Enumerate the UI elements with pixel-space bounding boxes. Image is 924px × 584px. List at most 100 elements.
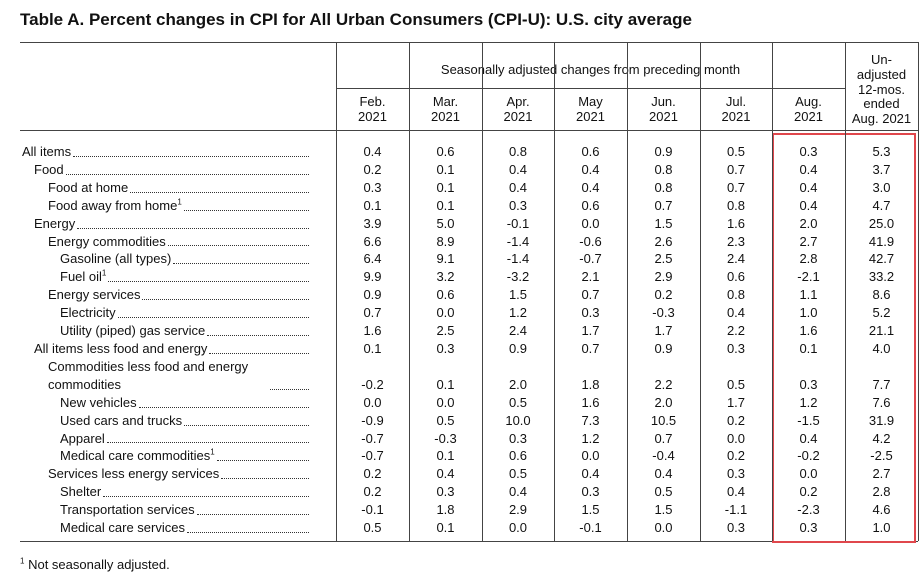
table-row: Energy services 0.9 0.6 1.5 0.7 0.2 0.8 1.1 8.6 xyxy=(0,286,924,304)
label-text: Shelter xyxy=(60,483,101,501)
row-label: Food at home xyxy=(0,179,313,197)
leader xyxy=(130,191,309,193)
cell-value: 1.7 xyxy=(726,394,746,410)
cell-value: 9.9 xyxy=(363,269,382,285)
cell-value: 1.5 xyxy=(508,287,528,303)
table-row: Food away from home1 0.1 0.1 0.3 0.6 0.7 0.8 0.… xyxy=(0,197,924,215)
cell-value: 1.5 xyxy=(654,502,673,518)
cell-value: 0.4 xyxy=(799,179,818,195)
cell-value: 1.8 xyxy=(436,502,455,518)
cell-value: 0.1 xyxy=(799,340,818,356)
cell-value: 0.4 xyxy=(363,144,382,159)
cell-value: 0.4 xyxy=(436,466,455,482)
cell-value: 0.2 xyxy=(726,448,746,464)
table-body: All items 0.4 0.6 0.8 0.6 0.9 0.5 0.3 5.3 Food 0.2… xyxy=(0,143,924,537)
header-month: Jun. xyxy=(651,94,676,109)
cell-value: 0.2 xyxy=(363,484,382,500)
column-header: Feb. 2021 xyxy=(336,94,409,124)
cell-value: 0.0 xyxy=(581,448,600,464)
cell-value: 1.2 xyxy=(799,394,818,410)
label-name: Gasoline (all types) xyxy=(60,251,172,267)
column-rule xyxy=(918,42,919,541)
cell-value: 0.8 xyxy=(654,179,673,195)
header-year: 2021 xyxy=(721,109,751,124)
row-label: Food xyxy=(0,161,313,179)
cell-value: 1.2 xyxy=(581,430,600,446)
cell-value: -0.6 xyxy=(579,233,602,249)
cell-value: 0.1 xyxy=(436,179,455,195)
label-text: Electricity xyxy=(60,304,116,322)
label-text: Energy commodities xyxy=(48,233,166,251)
cell-value: 1.8 xyxy=(581,376,600,392)
table-row: Gasoline (all types) 6.4 9.1 -1.4 -0.7 2.5 2.4… xyxy=(0,250,924,268)
cell-value: 0.3 xyxy=(436,484,455,500)
table-row: Medical care commodities1 -0.7 0.1 0.6 0.0 -0… xyxy=(0,447,924,465)
cell-value: 0.2 xyxy=(654,287,673,303)
cell-value: 0.9 xyxy=(654,340,673,356)
cell-value: 0.0 xyxy=(436,305,455,321)
cell-value: 0.0 xyxy=(654,520,673,536)
row-label: Food away from home1 xyxy=(0,197,313,215)
row-label: Gasoline (all types) xyxy=(0,250,313,268)
column-rule xyxy=(554,42,555,541)
row-label: Services less energy services xyxy=(0,465,313,483)
cell-value: 3.2 xyxy=(436,269,455,285)
cell-value: 0.5 xyxy=(726,376,746,392)
column-header: Aug. 2021 xyxy=(772,94,845,124)
cell-value: 0.7 xyxy=(654,197,673,213)
cell-value: 0.8 xyxy=(726,197,746,213)
label-text: Transportation services xyxy=(60,501,195,519)
header-month: Mar. xyxy=(432,94,459,109)
cell-value: 0.7 xyxy=(726,161,746,177)
cell-value: 0.0 xyxy=(581,215,600,231)
column-header: Apr. 2021 xyxy=(482,94,554,124)
cell-value: 0.0 xyxy=(363,394,382,410)
cell-value: 1.2 xyxy=(508,305,528,321)
cell-value: 31.9 xyxy=(868,412,895,428)
cell-value: 8.6 xyxy=(872,287,891,303)
group-header: Seasonally adjusted changes from precedi… xyxy=(440,62,741,77)
cell-value: -0.2 xyxy=(361,376,384,392)
cell-value: 2.0 xyxy=(654,394,673,410)
cell-value: 4.2 xyxy=(872,430,891,446)
cell-value: -1.1 xyxy=(724,502,748,518)
cell-value: 1.5 xyxy=(654,215,673,231)
rule xyxy=(336,88,845,89)
leader xyxy=(142,299,309,301)
cell-value: 2.0 xyxy=(799,215,818,231)
column-header: May 2021 xyxy=(554,94,627,124)
label-name: Apparel xyxy=(60,430,105,446)
cell-value: 0.3 xyxy=(508,197,528,213)
cell-value: 2.4 xyxy=(508,323,528,339)
header-line: Aug. 2021 xyxy=(851,111,912,127)
table-row: All items 0.4 0.6 0.8 0.6 0.9 0.5 0.3 5.3 xyxy=(0,143,924,161)
cell-value: 2.4 xyxy=(726,251,746,267)
cell-value: -1.5 xyxy=(797,412,820,428)
cell-value: 0.7 xyxy=(726,179,746,195)
cell-value: 0.2 xyxy=(799,484,818,500)
cell-value: 2.7 xyxy=(799,233,818,249)
cell-value: 10.0 xyxy=(505,412,531,428)
table-row: Electricity 0.7 0.0 1.2 0.3 -0.3 0.4 1.0 5.2 xyxy=(0,304,924,322)
cell-value: 5.3 xyxy=(872,144,891,159)
cell-value: 1.0 xyxy=(799,305,818,321)
cell-value: 0.4 xyxy=(799,161,818,177)
cell-value: 0.7 xyxy=(654,430,673,446)
leader xyxy=(117,317,309,319)
header-year: 2021 xyxy=(794,109,823,124)
cell-value: 21.1 xyxy=(868,323,895,339)
cell-value: 0.3 xyxy=(363,179,382,195)
cell-value: 0.3 xyxy=(726,466,746,482)
cell-value: 1.6 xyxy=(799,323,818,339)
cell-value: 0.1 xyxy=(436,448,455,464)
label-name: Energy commodities xyxy=(48,233,166,249)
row-label: Commodities less food and energy commodi… xyxy=(0,358,313,394)
label-name: Commodities less food and energy commodi… xyxy=(48,358,249,392)
label-text: Medical care services xyxy=(60,519,185,537)
cell-value: 2.1 xyxy=(581,269,600,285)
cell-value: 0.1 xyxy=(436,376,455,392)
row-label: Energy services xyxy=(0,286,313,304)
cell-value: 0.9 xyxy=(654,144,673,159)
leader xyxy=(187,531,309,533)
header-line: 12-mos. xyxy=(858,81,905,97)
